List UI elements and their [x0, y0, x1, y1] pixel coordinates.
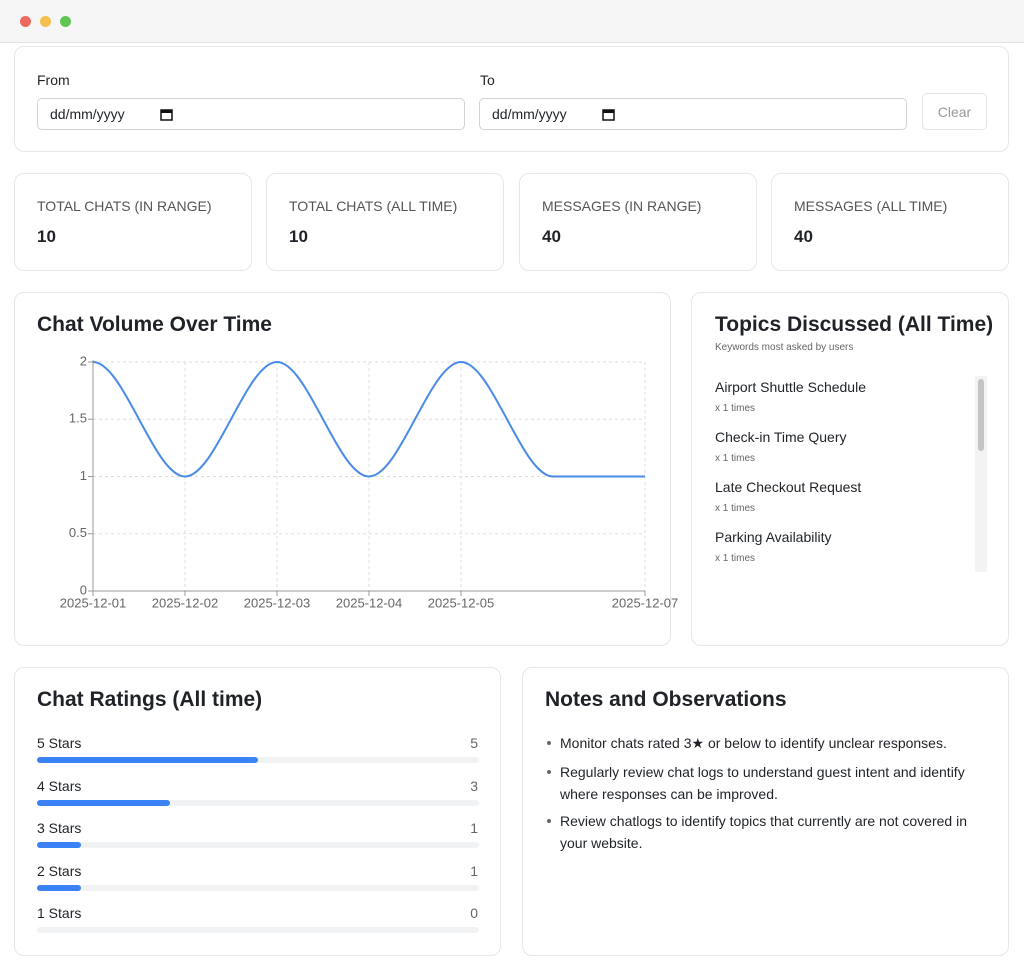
notes-card: Notes and Observations Monitor chats rat… [522, 667, 1009, 956]
rating-value: 5 [470, 735, 478, 751]
placeholder: dd/mm/yyyy [492, 106, 567, 122]
rating-value: 1 [470, 820, 478, 836]
rating-track [37, 884, 479, 891]
rating-track [37, 757, 479, 763]
topics-title: Topics Discussed (All Time) [715, 313, 994, 336]
y-tick-label: 1 [80, 468, 87, 483]
chart-title: Chat Volume Over Time [37, 313, 272, 336]
stat-label: TOTAL CHATS (IN RANGE) [37, 198, 212, 214]
x-tick-label: 2025-12-05 [428, 595, 495, 610]
rating-value: 3 [470, 777, 478, 794]
topics-subtitle: Keywords most asked by users [715, 342, 854, 353]
stat-card: MESSAGES (ALL TIME) 40 [771, 173, 1009, 271]
clear-button[interactable]: Clear [922, 93, 987, 130]
close-dot [20, 16, 31, 27]
rating-track [37, 842, 479, 848]
stat-card: TOTAL CHATS (IN RANGE) 10 [14, 173, 252, 271]
rating-value: 0 [470, 905, 478, 921]
line-chart: 0 0.5 1 1.5 2 2025-12-01 2025-12-02 2025-12-03 2… [60, 353, 679, 610]
stat-value: 10 [289, 227, 308, 246]
x-tick-label: 2025-12-07 [612, 595, 679, 610]
stat-value: 10 [37, 227, 56, 246]
stat-card: MESSAGES (IN RANGE) 40 [519, 173, 757, 271]
chart-card: Chat Volume Over Time [14, 292, 671, 646]
bar [37, 757, 258, 763]
stat-label: TOTAL CHATS (ALL TIME) [289, 198, 458, 214]
calendar-icon [160, 109, 173, 121]
x-tick-label: 2025-12-02 [152, 595, 219, 610]
rating-label: 3 Stars [37, 820, 82, 836]
calendar-icon [602, 109, 615, 121]
rating-label: 4 Stars [37, 777, 82, 794]
note-item: Regularly review chat logs to understand… [547, 761, 990, 805]
minimize-dot [40, 16, 51, 27]
scrollbar-track [975, 376, 987, 572]
note-item: Review chatlogs to identify topics that … [547, 810, 990, 854]
from-label: From [37, 72, 70, 88]
to-input[interactable]: dd/mm/yyyy [479, 98, 907, 130]
y-tick-label: 2 [80, 353, 87, 368]
notes-title: Notes and Observations [545, 688, 787, 711]
bar [37, 884, 82, 891]
x-tick-label: 2025-12-03 [244, 595, 311, 610]
topics-card: Topics Discussed (All Time) Keywords mos… [691, 292, 1009, 646]
rating-label: 5 Stars [37, 735, 82, 751]
stat-label: MESSAGES (IN RANGE) [542, 198, 702, 214]
rating-value: 1 [470, 862, 478, 879]
topic-name: Parking Availability [715, 529, 832, 545]
from-input[interactable]: dd/mm/yyyy [37, 98, 465, 130]
topic-count: x 1 times [715, 403, 756, 414]
stat-value: 40 [794, 227, 813, 246]
topic-count: x 1 times [715, 503, 756, 514]
bar [37, 842, 82, 848]
scrollbar-thumb[interactable] [978, 379, 984, 451]
ratings-card: Chat Ratings (All time) 5 Stars 5 4 Stars 3… [14, 667, 501, 956]
line [92, 360, 645, 478]
y-tick-label: 0.5 [69, 525, 87, 540]
x-tick-label: 2025-12-01 [60, 595, 127, 610]
window-bar [0, 0, 1024, 43]
zoom-dot [60, 16, 71, 27]
stat-value: 40 [542, 227, 561, 246]
x-tick-label: 2025-12-04 [336, 595, 403, 610]
to-label: To [480, 72, 495, 88]
note-item: Monitor chats rated 3★ or below to ident… [547, 732, 990, 754]
stat-label: MESSAGES (ALL TIME) [794, 198, 948, 214]
topic-name: Airport Shuttle Schedule [715, 379, 866, 395]
rating-track [37, 927, 479, 933]
filter-card: From dd/mm/yyyy To dd/mm/yyyy Clear [14, 46, 1009, 152]
placeholder: dd/mm/yyyy [50, 106, 125, 122]
topic-name: Late Checkout Request [715, 479, 862, 495]
bar [37, 799, 170, 806]
ratings-title: Chat Ratings (All time) [37, 688, 263, 711]
topic-name: Check-in Time Query [715, 429, 847, 445]
topic-count: x 1 times [715, 553, 756, 564]
y-tick-label: 1.5 [69, 411, 87, 426]
rating-track [37, 799, 479, 806]
y-tick-label: 0 [80, 582, 87, 597]
rating-label: 2 Stars [37, 862, 82, 879]
topic-count: x 1 times [715, 453, 756, 464]
stat-card: TOTAL CHATS (ALL TIME) 10 [266, 173, 504, 271]
rating-label: 1 Stars [37, 905, 82, 921]
